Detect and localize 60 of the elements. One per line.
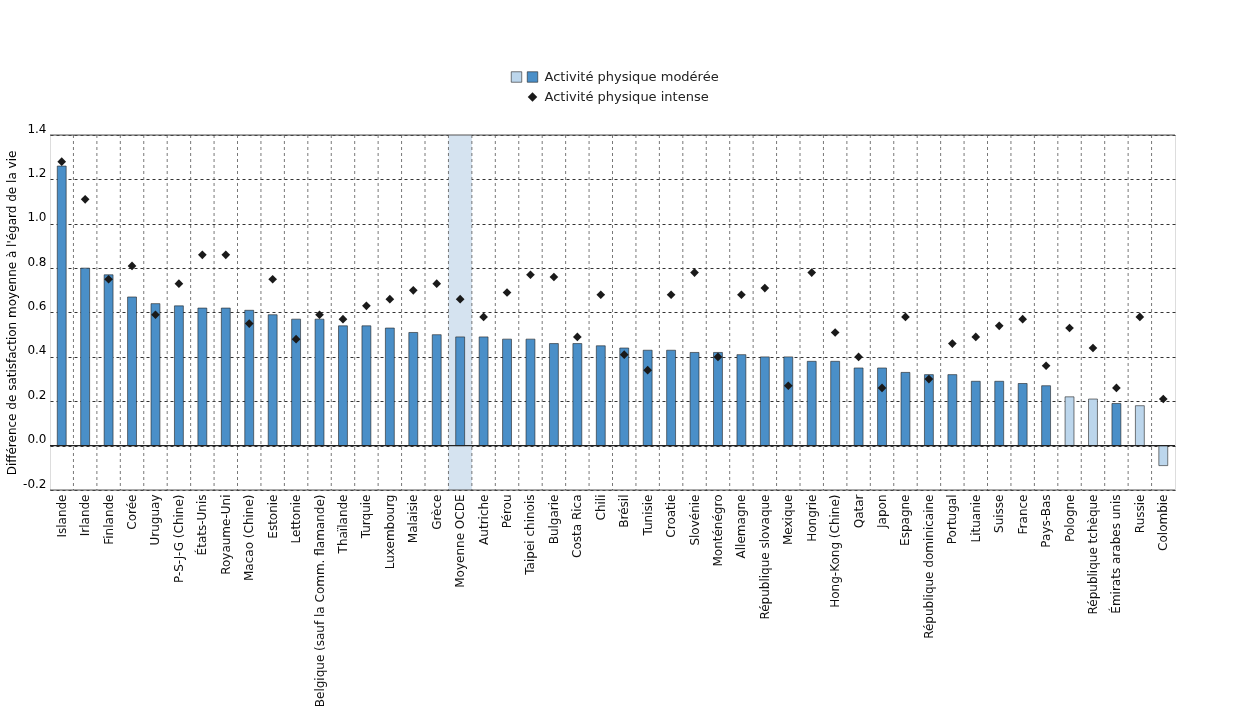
x-tick-label: Grèce: [429, 494, 444, 530]
x-tick-label: Lituanie: [968, 494, 983, 543]
x-tick-label: Slovénie: [687, 494, 702, 546]
x-tick-label: Royaume-Uni: [218, 494, 233, 575]
x-tick-label: Thaïlande: [335, 494, 350, 555]
y-tick-label: 0.2: [27, 387, 47, 402]
x-tick-label: Macao (Chine): [242, 494, 257, 581]
x-tick-label: Belgique (sauf la Comm. flamande): [312, 494, 327, 708]
x-tick-label: Turquie: [359, 494, 374, 540]
legend-label: Activité physique modérée: [544, 69, 719, 84]
x-tick-label: P-S-J-G (Chine): [171, 494, 186, 584]
x-tick-label: Colombie: [1156, 494, 1171, 551]
x-tick-label: Qatar: [851, 494, 866, 529]
x-tick-label: Pays-Bas: [1039, 494, 1054, 548]
y-tick-label: 0.0: [27, 432, 47, 447]
x-tick-label: Hongrie: [804, 494, 819, 542]
x-tick-label: République dominicaine: [921, 494, 936, 639]
x-tick-label: Croatie: [664, 494, 679, 538]
x-tick-label: Luxembourg: [382, 494, 397, 570]
x-tick-label: Portugal: [945, 494, 960, 545]
y-tick-label: 0.4: [27, 343, 47, 358]
legend-label: Activité physique intense: [544, 89, 709, 104]
x-tick-label: France: [1015, 494, 1030, 535]
x-tick-label: Moyenne OCDE: [453, 494, 468, 588]
x-tick-label: Chili: [593, 494, 608, 521]
x-tick-label: Finlande: [101, 494, 116, 545]
x-tick-label: Allemagne: [734, 494, 749, 559]
x-tick-label: États-Unis: [194, 494, 210, 556]
x-tick-label: Suisse: [992, 494, 1007, 533]
x-tick-label: Monténégro: [710, 494, 725, 567]
y-tick-label: 0.6: [27, 299, 47, 313]
y-tick-label: 1.4: [27, 121, 47, 136]
x-tick-label: Tunisie: [640, 494, 655, 537]
x-tick-label: Pérou: [500, 494, 515, 529]
x-tick-label: Brésil: [617, 494, 632, 528]
y-tick-label: 1.2: [27, 165, 47, 180]
y-tick-label: -0.2: [23, 476, 47, 491]
x-tick-label: Lettonie: [289, 494, 304, 544]
x-tick-label: Costa Rica: [570, 494, 585, 558]
x-tick-label: Hong-Kong (Chine): [828, 494, 843, 608]
y-tick-label: 0.8: [27, 254, 47, 269]
y-tick-label: 1.0: [27, 210, 47, 225]
x-tick-label: Estonie: [265, 494, 280, 539]
x-tick-label: Bulgarie: [546, 494, 561, 545]
y-axis-title: Différence de satisfaction moyenne à l'égard de la vie: [5, 150, 20, 476]
x-tick-label: Pologne: [1062, 494, 1077, 542]
x-tick-label: République slovaque: [757, 494, 772, 620]
x-tick-label: Mexique: [781, 494, 796, 546]
x-tick-label: Espagne: [898, 494, 913, 546]
x-tick-label: Islande: [54, 494, 69, 538]
x-tick-label: Irlande: [78, 494, 93, 537]
x-tick-label: République tchèque: [1085, 494, 1100, 615]
x-tick-label: Autriche: [476, 494, 491, 545]
x-tick-label: Émirats arabes unis: [1108, 494, 1124, 614]
x-tick-label: Malaisie: [406, 494, 421, 544]
x-tick-label: Corée: [125, 494, 140, 530]
x-tick-label: Uruguay: [148, 494, 163, 546]
x-tick-label: Japon: [875, 494, 890, 529]
x-tick-label: Taipei chinois: [523, 494, 538, 576]
x-tick-label: Russie: [1132, 494, 1147, 534]
